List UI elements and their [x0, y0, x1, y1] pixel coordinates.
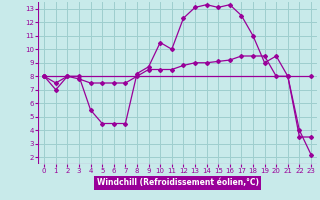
X-axis label: Windchill (Refroidissement éolien,°C): Windchill (Refroidissement éolien,°C) [97, 178, 259, 187]
